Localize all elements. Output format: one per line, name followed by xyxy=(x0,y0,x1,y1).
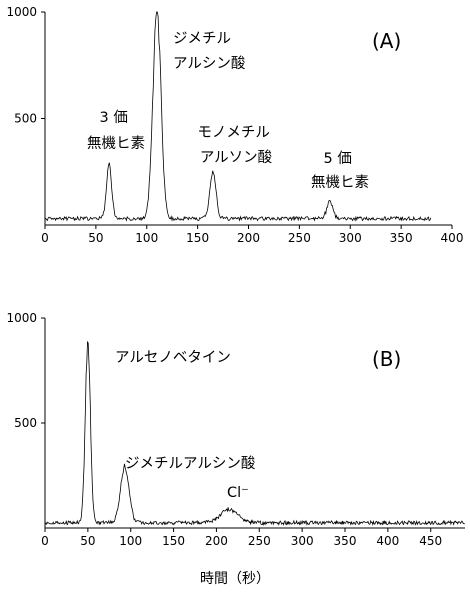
x-axis-label: 時間（秒） xyxy=(200,571,270,587)
panel-b-x-tick-label: 150 xyxy=(162,534,185,548)
panel-a-x-tick-label: 300 xyxy=(339,231,362,245)
panel-b-x-tick-label: 350 xyxy=(334,534,357,548)
panel-a-annotation-dimethylarsinic: ジメチル アルシン酸 xyxy=(173,31,246,72)
panel-b-x-tick-label: 250 xyxy=(248,534,271,548)
panel-b-annotation-arsenobetaine: アルセノベタイン xyxy=(115,349,231,366)
panel-b-x-tick-label: 300 xyxy=(291,534,314,548)
panel-a-annotation-monomethylarsonic: モノメチル アルソン酸 xyxy=(197,125,274,166)
panel-a-x-tick-label: 100 xyxy=(135,231,158,245)
panel-b-y-tick-label: 500 xyxy=(14,416,37,430)
panel-b-trace xyxy=(44,340,465,527)
panel-b-y-tick-label: 1000 xyxy=(6,311,37,325)
panel-a-x-tick-label: 250 xyxy=(288,231,311,245)
panel-a-label: (A) xyxy=(372,29,401,53)
panel-b-x-tick-label: 450 xyxy=(419,534,442,548)
panel-a-annotation-trivalent-inorganic: 3 価 無機ヒ素 xyxy=(87,109,145,152)
panel-a-x-tick-label: 150 xyxy=(186,231,209,245)
panel-a-annotation-pentavalent-inorganic: 5 価 無機ヒ素 xyxy=(311,150,369,191)
panel-a-x-tick-label: 400 xyxy=(441,231,464,245)
panel-a-x-tick-label: 350 xyxy=(390,231,413,245)
panel-b-x-tick-label: 100 xyxy=(119,534,142,548)
panel-b-annotation-dimethylarsinic: ジメチルアルシン酸 xyxy=(125,455,256,472)
panel-b-x-tick-label: 50 xyxy=(80,534,95,548)
panel-b-label: (B) xyxy=(372,347,401,371)
panel-b-x-tick-label: 400 xyxy=(376,534,399,548)
panel-a-x-tick-label: 0 xyxy=(41,231,49,245)
panel-b-annotation-chloride: Cl⁻ xyxy=(227,485,249,501)
panel-b-x-tick-label: 0 xyxy=(41,534,49,548)
panel-a-x-tick-label: 50 xyxy=(88,231,103,245)
panel-b-x-tick-label: 200 xyxy=(205,534,228,548)
panel-a-trace xyxy=(44,11,432,222)
panel-a-y-tick-label: 500 xyxy=(14,112,37,126)
panel-a: 0 50 100 150 200 250 300 350 400 500 1000 (A) 3 価… xyxy=(6,5,463,245)
panel-a-x-tick-label: 200 xyxy=(237,231,260,245)
panel-a-y-tick-label: 1000 xyxy=(6,5,37,19)
